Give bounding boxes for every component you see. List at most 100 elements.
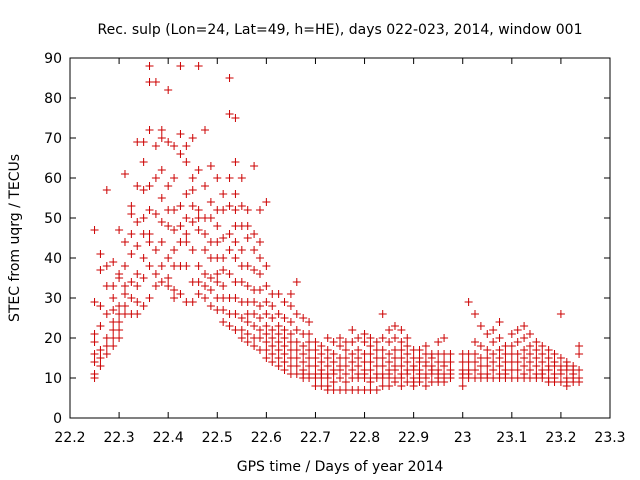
- data-point: [237, 174, 246, 182]
- data-point: [525, 350, 534, 358]
- data-point: [507, 342, 516, 350]
- data-point: [292, 338, 301, 346]
- data-point: [157, 218, 166, 226]
- data-point: [139, 138, 148, 146]
- data-point: [255, 334, 264, 342]
- data-point: [255, 270, 264, 278]
- data-point: [145, 238, 154, 246]
- data-point: [219, 254, 228, 262]
- data-point: [385, 326, 394, 334]
- data-point: [133, 182, 142, 190]
- data-point: [280, 350, 289, 358]
- data-point: [538, 358, 547, 366]
- x-tick-label: 23.2: [545, 430, 576, 446]
- data-point: [397, 374, 406, 382]
- data-point: [378, 334, 387, 342]
- x-axis-label: GPS time / Days of year 2014: [237, 459, 444, 475]
- data-point: [231, 254, 240, 262]
- data-point: [286, 302, 295, 310]
- data-point: [201, 182, 209, 190]
- data-point: [225, 322, 234, 330]
- data-point: [336, 334, 344, 342]
- data-point: [274, 362, 283, 370]
- data-point: [575, 342, 584, 350]
- data-point: [262, 198, 271, 206]
- x-tick-label: 22.9: [398, 430, 429, 446]
- data-point: [225, 74, 234, 82]
- data-point: [354, 354, 363, 362]
- data-point: [385, 350, 394, 358]
- data-point: [538, 350, 547, 358]
- x-axis-ticks: 22.2 22.3 22.4 22.5 22.6 22.7 22.8 22.9 23 23.1 23…: [54, 58, 626, 446]
- data-point: [299, 314, 308, 322]
- data-point: [90, 330, 99, 338]
- y-tick-label: 20: [44, 331, 62, 347]
- data-point: [390, 322, 399, 330]
- data-point: [286, 318, 295, 326]
- data-point: [182, 214, 191, 222]
- data-point: [323, 334, 332, 342]
- data-point: [274, 290, 283, 298]
- data-point: [109, 294, 118, 302]
- data-point: [243, 282, 252, 290]
- data-point: [250, 310, 259, 318]
- data-point: [102, 310, 111, 318]
- data-point: [133, 310, 142, 318]
- data-point: [109, 306, 118, 314]
- data-point: [219, 234, 228, 242]
- data-points: [90, 62, 584, 394]
- y-axis-ticks: 0 10 20 30 40 50 60 70 80 90: [44, 51, 610, 427]
- data-point: [532, 346, 541, 354]
- data-point: [213, 270, 222, 278]
- y-tick-label: 60: [44, 171, 62, 187]
- data-point: [280, 342, 289, 350]
- data-point: [397, 362, 406, 370]
- data-point: [201, 246, 209, 254]
- data-point: [421, 382, 430, 390]
- data-point: [151, 142, 160, 150]
- data-point: [520, 362, 529, 370]
- data-point: [194, 226, 203, 234]
- data-point: [115, 318, 124, 326]
- data-point: [127, 230, 136, 238]
- data-point: [495, 362, 504, 370]
- data-point: [513, 366, 522, 374]
- data-point: [397, 382, 406, 390]
- data-point: [440, 362, 449, 370]
- data-point: [250, 162, 259, 170]
- data-point: [262, 262, 271, 270]
- data-point: [575, 366, 584, 374]
- data-point: [544, 346, 553, 354]
- data-point: [489, 350, 498, 358]
- data-point: [446, 358, 455, 366]
- data-point: [102, 186, 111, 194]
- x-tick-label: 23.3: [594, 430, 625, 446]
- data-point: [90, 226, 99, 234]
- data-point: [366, 350, 375, 358]
- x-tick-label: 23.1: [496, 430, 527, 446]
- data-point: [157, 126, 166, 134]
- data-point: [145, 62, 154, 70]
- data-point: [483, 330, 492, 338]
- data-point: [219, 266, 228, 274]
- data-point: [525, 342, 534, 350]
- data-point: [262, 330, 271, 338]
- data-point: [164, 86, 173, 94]
- data-point: [188, 218, 197, 226]
- data-point: [538, 342, 547, 350]
- data-point: [127, 278, 136, 286]
- data-point: [299, 358, 308, 366]
- data-point: [341, 362, 350, 370]
- y-tick-label: 70: [44, 131, 62, 147]
- data-point: [274, 346, 283, 354]
- data-point: [268, 314, 277, 322]
- plot-frame: [69, 57, 611, 419]
- data-point: [151, 246, 160, 254]
- data-point: [139, 274, 148, 282]
- data-point: [366, 342, 375, 350]
- data-point: [213, 278, 222, 286]
- data-point: [415, 378, 424, 386]
- data-point: [194, 290, 203, 298]
